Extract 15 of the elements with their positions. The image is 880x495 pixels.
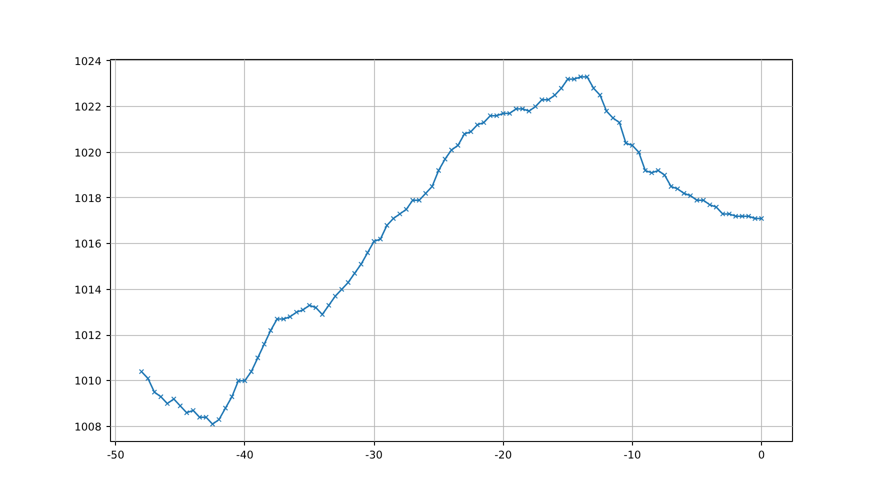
x-tick-label: -50 <box>106 448 125 462</box>
y-tick-label: 1020 <box>74 146 102 160</box>
y-tick-label: 1022 <box>74 100 102 114</box>
y-tick-label: 1012 <box>74 329 102 342</box>
x-tick-label: -20 <box>494 448 512 462</box>
y-tick-label: 1014 <box>74 283 102 296</box>
y-tick-label: 1016 <box>74 238 102 251</box>
y-tick-label: 1018 <box>74 192 102 205</box>
x-tick-label: 0 <box>758 448 766 462</box>
y-tick-label: 1024 <box>74 54 102 68</box>
x-tick-label: -30 <box>365 448 383 462</box>
x-tick-label: -40 <box>236 448 254 462</box>
x-tick-label: -10 <box>624 448 642 462</box>
y-tick-label: 1010 <box>74 374 102 388</box>
y-tick-label: 1008 <box>74 420 102 434</box>
